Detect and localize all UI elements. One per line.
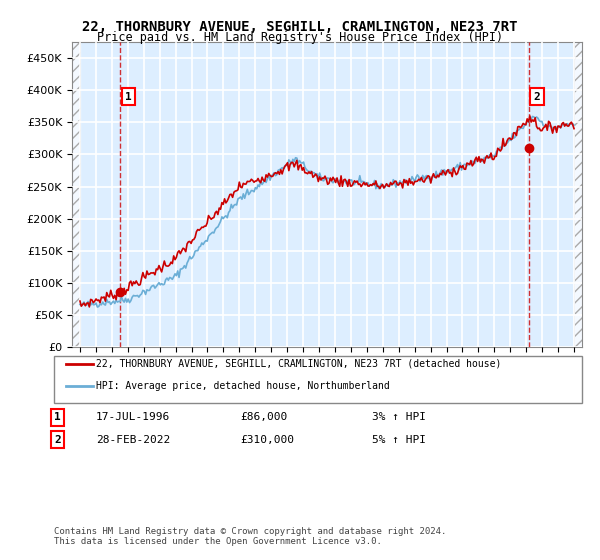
Text: Contains HM Land Registry data © Crown copyright and database right 2024.
This d: Contains HM Land Registry data © Crown c… (54, 526, 446, 546)
Text: 22, THORNBURY AVENUE, SEGHILL, CRAMLINGTON, NE23 7RT (detached house): 22, THORNBURY AVENUE, SEGHILL, CRAMLINGT… (96, 359, 502, 369)
Text: 2: 2 (533, 92, 540, 101)
Text: 1: 1 (54, 412, 61, 422)
Text: 2: 2 (54, 435, 61, 445)
Text: HPI: Average price, detached house, Northumberland: HPI: Average price, detached house, Nort… (96, 381, 390, 391)
Text: £310,000: £310,000 (240, 435, 294, 445)
Text: Price paid vs. HM Land Registry's House Price Index (HPI): Price paid vs. HM Land Registry's House … (97, 31, 503, 44)
Text: 5% ↑ HPI: 5% ↑ HPI (372, 435, 426, 445)
Text: 22, THORNBURY AVENUE, SEGHILL, CRAMLINGTON, NE23 7RT: 22, THORNBURY AVENUE, SEGHILL, CRAMLINGT… (82, 20, 518, 34)
Text: 1: 1 (125, 92, 132, 101)
Text: 28-FEB-2022: 28-FEB-2022 (96, 435, 170, 445)
Text: 3% ↑ HPI: 3% ↑ HPI (372, 412, 426, 422)
Text: 17-JUL-1996: 17-JUL-1996 (96, 412, 170, 422)
Text: £86,000: £86,000 (240, 412, 287, 422)
